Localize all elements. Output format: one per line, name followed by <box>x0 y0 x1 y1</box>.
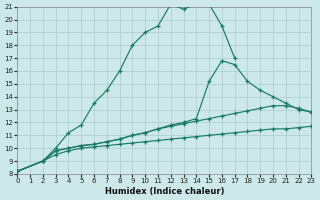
X-axis label: Humidex (Indice chaleur): Humidex (Indice chaleur) <box>105 187 224 196</box>
